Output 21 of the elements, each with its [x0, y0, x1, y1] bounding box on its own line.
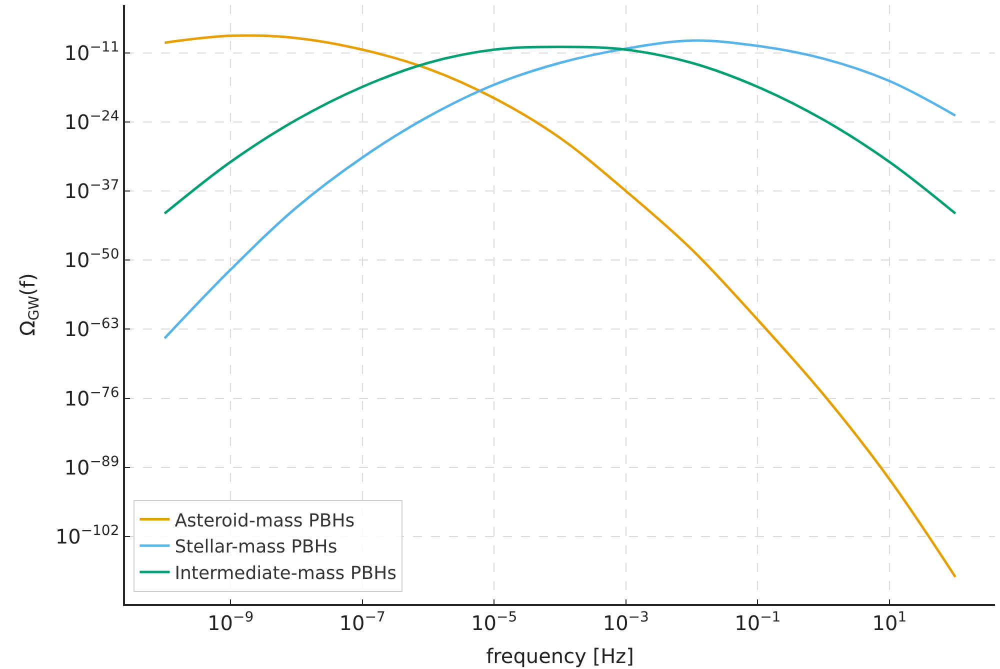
- y-tick-label: 10$^{−102}$: [55, 523, 120, 548]
- y-tick-label: 10$^{−89}$: [64, 454, 120, 480]
- x-tick-label: 10$^{−5}$: [471, 609, 518, 635]
- line-series: [163, 39, 957, 340]
- y-tick-label: 10$^{−50}$: [64, 246, 120, 272]
- y-tick-label: 10$^{−63}$: [64, 316, 120, 342]
- y-tick-label: 10$^{−11}$: [64, 39, 120, 65]
- x-tick-label: 10$^{−3}$: [602, 609, 649, 635]
- y-tick-label: 10$^{−24}$: [64, 108, 120, 134]
- line-series: [163, 46, 957, 215]
- x-tick-label: 10$^{−7}$: [339, 609, 386, 635]
- x-tick-label: 10$^{−9}$: [208, 609, 254, 635]
- x-axis-title: frequency [Hz]: [486, 644, 634, 668]
- x-tick-label: 10$^{−1}$: [734, 609, 781, 635]
- y-tick-label: 10$^{−76}$: [64, 384, 120, 410]
- y-tick-label: 10$^{−37}$: [64, 178, 120, 204]
- legend-label: Stellar-mass PBHs: [174, 536, 338, 558]
- legend-label: Asteroid-mass PBHs: [174, 510, 355, 532]
- x-tick-label: 10$^{1}$: [872, 609, 907, 635]
- line-series: [163, 34, 957, 578]
- legend-label: Intermediate-mass PBHs: [174, 563, 396, 584]
